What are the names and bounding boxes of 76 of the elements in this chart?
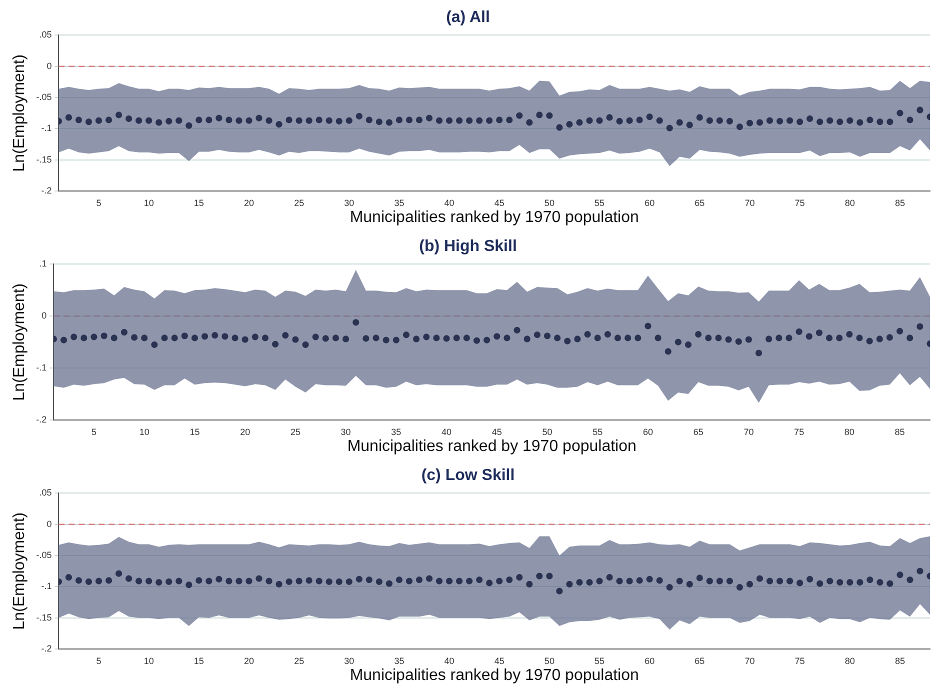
x-tick-label: 15 — [194, 198, 204, 208]
x-tick-label: 40 — [442, 426, 452, 437]
x-tick-label: 35 — [394, 656, 404, 666]
x-tick-label: 85 — [894, 198, 905, 208]
x-tick-label: 85 — [894, 426, 905, 437]
chart-title: (c) Low Skill — [421, 467, 515, 484]
y-tick-label: -.1 — [36, 362, 47, 373]
x-tick-label: 35 — [391, 426, 402, 437]
x-tick-label: 75 — [794, 426, 804, 437]
x-tick-label: 45 — [494, 198, 504, 208]
x-tick-label: 20 — [244, 198, 254, 208]
y-tick-label: -.2 — [41, 643, 52, 654]
x-axis-title: Municipalities ranked by 1970 population — [350, 666, 639, 684]
x-tick-label: 80 — [844, 426, 854, 437]
x-tick-label: 45 — [494, 656, 504, 666]
y-tick-label: .05 — [39, 30, 52, 40]
y-tick-label: -.05 — [36, 92, 52, 102]
x-tick-label: 70 — [744, 198, 755, 208]
x-tick-label: 30 — [344, 656, 354, 666]
x-tick-label: 45 — [492, 426, 502, 437]
x-tick-label: 65 — [694, 656, 705, 666]
y-axis-title: Ln(Employment) — [11, 54, 28, 172]
y-axis-title: Ln(Employment) — [11, 512, 28, 630]
x-tick-label: 65 — [693, 426, 704, 437]
y-tick-label: 0 — [46, 60, 52, 71]
x-tick-label: 10 — [139, 426, 150, 437]
x-tick-label: 70 — [744, 656, 755, 666]
x-tick-label: 5 — [91, 426, 96, 437]
x-tick-label: 30 — [340, 426, 351, 437]
y-tick-label: 0 — [46, 518, 52, 529]
x-tick-label: 60 — [644, 656, 655, 666]
x-tick-label: 60 — [642, 426, 653, 437]
x-tick-label: 40 — [444, 656, 454, 666]
y-tick-label: .05 — [39, 488, 52, 498]
y-tick-label: -.1 — [41, 581, 52, 592]
x-axis-title: Municipalities ranked by 1970 population — [347, 438, 636, 455]
y-tick-label: -.1 — [41, 123, 52, 134]
y-tick-label: -.15 — [36, 612, 52, 622]
x-tick-label: 20 — [240, 426, 250, 437]
x-tick-label: 25 — [294, 198, 304, 208]
x-tick-label: 85 — [894, 656, 905, 666]
y-tick-label: -.2 — [41, 185, 52, 196]
y-tick-label: .1 — [39, 258, 47, 269]
y-tick-label: -.15 — [36, 154, 52, 164]
x-tick-label: 30 — [344, 198, 354, 208]
x-tick-label: 80 — [844, 656, 855, 666]
x-axis-title: Municipalities ranked by 1970 population — [350, 208, 639, 226]
y-tick-label: 0 — [42, 310, 47, 321]
x-tick-label: 55 — [594, 656, 605, 666]
y-tick-label: -.2 — [36, 414, 47, 424]
chart-title: (b) High Skill — [419, 238, 517, 256]
x-tick-label: 50 — [542, 426, 552, 437]
chart-title: (a) All — [446, 9, 490, 26]
x-tick-label: 60 — [644, 198, 655, 208]
x-tick-label: 15 — [190, 426, 200, 437]
x-tick-label: 35 — [394, 198, 404, 208]
x-tick-label: 10 — [144, 656, 154, 666]
x-tick-label: 20 — [244, 656, 254, 666]
x-tick-label: 40 — [444, 198, 454, 208]
x-tick-label: 65 — [694, 198, 705, 208]
x-tick-label: 55 — [594, 198, 605, 208]
x-tick-label: 70 — [744, 426, 754, 437]
y-tick-label: -.05 — [36, 550, 52, 560]
x-tick-label: 5 — [96, 198, 102, 208]
x-tick-label: 50 — [544, 198, 554, 208]
x-tick-label: 75 — [794, 198, 805, 208]
x-tick-label: 80 — [844, 198, 855, 208]
x-tick-label: 5 — [96, 656, 102, 666]
x-tick-label: 75 — [794, 656, 805, 666]
x-tick-label: 10 — [144, 198, 154, 208]
x-tick-label: 15 — [194, 656, 204, 666]
x-tick-label: 25 — [294, 656, 304, 666]
y-axis-title: Ln(Employment) — [11, 283, 28, 401]
x-tick-label: 55 — [592, 426, 603, 437]
x-tick-label: 25 — [290, 426, 300, 437]
x-tick-label: 50 — [544, 656, 554, 666]
